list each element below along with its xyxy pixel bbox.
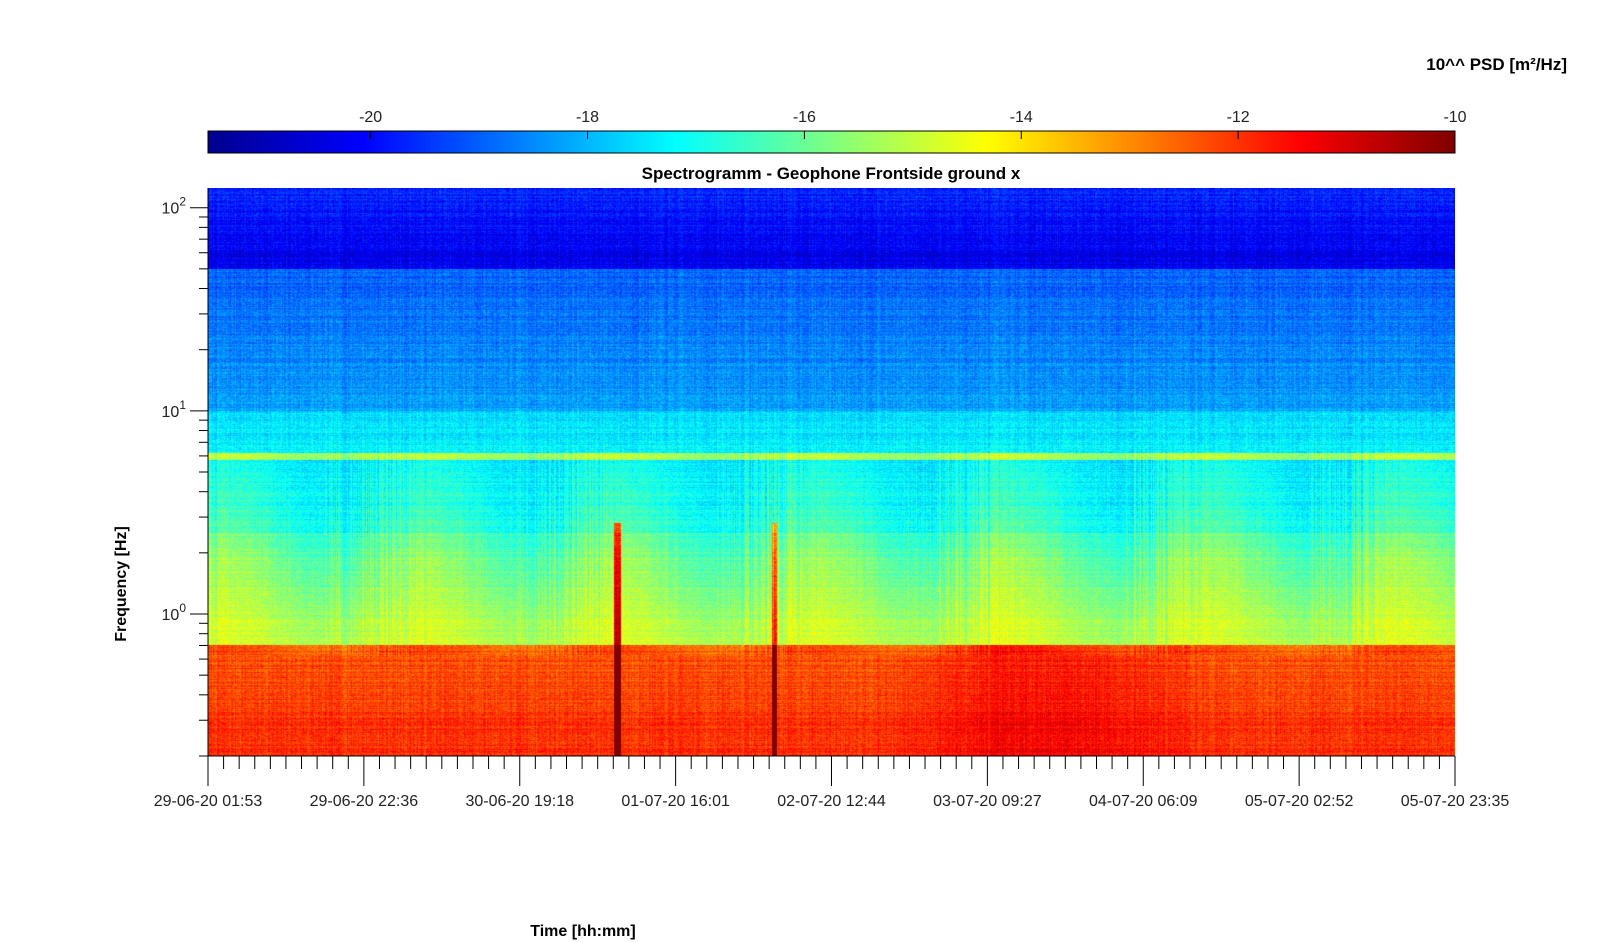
x-axis: 29-06-20 01:53 29-06-20 22:36 30-06-20 19:…	[154, 755, 1510, 810]
x-tick-label: 01-07-20 16:01	[621, 793, 730, 810]
x-tick-label: 04-07-20 06:09	[1089, 793, 1198, 810]
y-tick-label: 102	[162, 195, 187, 218]
colorbar-tick-label: -20	[359, 109, 382, 126]
x-tick-label: 05-07-20 02:52	[1245, 793, 1354, 810]
colorbar-label: 10^^ PSD [m²/Hz]	[1426, 55, 1567, 74]
colorbar-gradient	[207, 130, 1456, 154]
x-tick-label: 03-07-20 09:27	[933, 793, 1042, 810]
chart-title: Spectrogramm - Geophone Frontside ground…	[642, 164, 1021, 183]
y-tick-label: 100	[162, 601, 187, 624]
y-tick-label: 101	[162, 398, 187, 421]
y-axis: 100 101 102	[162, 188, 209, 757]
colorbar-tick-label: -18	[576, 109, 599, 126]
x-tick-label: 29-06-20 22:36	[310, 793, 419, 810]
colorbar-tick-label: -16	[793, 109, 816, 126]
spectrogram-plot-area	[208, 188, 1455, 756]
x-tick-label: 29-06-20 01:53	[154, 793, 263, 810]
colorbar: -20 -18 -16 -14 -12 -10 10^^ PSD [m²/Hz]	[207, 55, 1567, 154]
y-axis-label: Frequency [Hz]	[113, 526, 130, 642]
colorbar-tick-label: -14	[1010, 109, 1033, 126]
x-axis-label: Time [hh:mm]	[530, 923, 635, 940]
x-tick-label: 05-07-20 23:35	[1401, 793, 1510, 810]
colorbar-tick-label: -10	[1443, 109, 1466, 126]
colorbar-ticks: -20 -18 -16 -14 -12 -10	[359, 109, 1467, 139]
spectrogram-heatmap	[208, 188, 1455, 756]
x-tick-label: 02-07-20 12:44	[777, 793, 886, 810]
colorbar-tick-label: -12	[1227, 109, 1250, 126]
x-tick-label: 30-06-20 19:18	[465, 793, 574, 810]
